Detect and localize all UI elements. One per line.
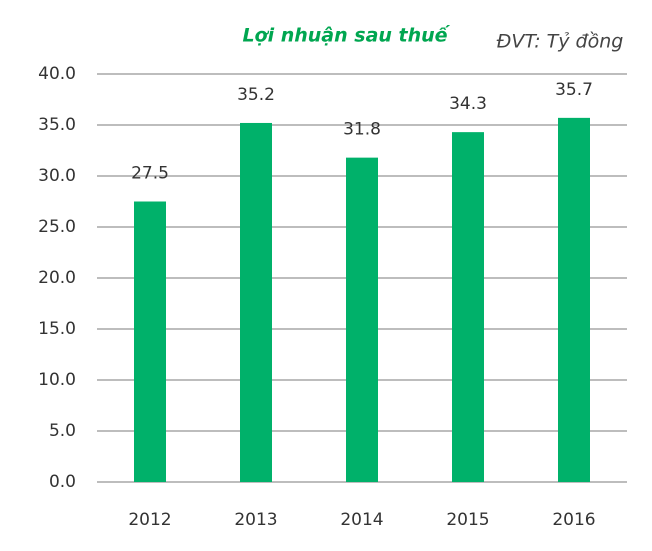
y-tick-label: 35.0 (38, 115, 76, 135)
x-tick-label: 2016 (552, 510, 595, 530)
y-tick-label: 0.0 (49, 472, 76, 492)
value-label: 27.5 (131, 164, 169, 184)
chart-title: Lợi nhuận sau thuế (242, 24, 450, 47)
value-label: 31.8 (343, 120, 381, 140)
y-tick-label: 5.0 (49, 421, 76, 441)
bar (134, 201, 166, 482)
x-tick-label: 2012 (128, 510, 171, 530)
value-label: 35.2 (237, 85, 275, 105)
x-tick-label: 2015 (446, 510, 489, 530)
y-tick-label: 40.0 (38, 64, 76, 84)
x-tick-label: 2014 (340, 510, 383, 530)
unit-note: ĐVT: Tỷ đồng (497, 31, 624, 53)
bar (452, 132, 484, 482)
bar (240, 122, 272, 483)
value-label: 34.3 (449, 94, 487, 114)
y-tick-label: 20.0 (38, 268, 76, 288)
y-tick-label: 25.0 (38, 217, 76, 237)
y-tick-label: 30.0 (38, 166, 76, 186)
x-tick-label: 2013 (234, 510, 277, 530)
bar (558, 117, 590, 483)
y-tick-label: 15.0 (38, 319, 76, 339)
value-label: 35.7 (555, 80, 593, 100)
y-tick-label: 10.0 (38, 370, 76, 390)
bar (346, 157, 378, 482)
